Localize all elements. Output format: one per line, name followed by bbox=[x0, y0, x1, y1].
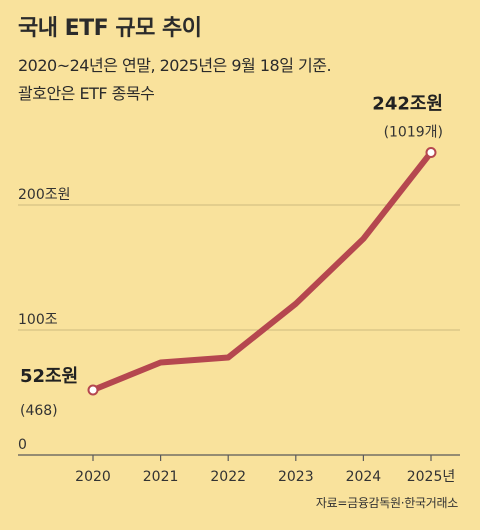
series-line bbox=[90, 149, 434, 393]
x-tick-label-5: 2025년 bbox=[407, 469, 456, 485]
chart-title: 국내 ETF 규모 추이 bbox=[18, 16, 202, 41]
x-tick-label-1: 2021 bbox=[143, 469, 179, 485]
x-tick-label-3: 2023 bbox=[278, 469, 314, 485]
y-tick-label-2: 200조원 bbox=[18, 187, 70, 203]
x-tick-label-0: 2020 bbox=[75, 469, 111, 485]
source-note: 자료=금융감독원·한국거래소 bbox=[315, 496, 458, 510]
data-point-0 bbox=[87, 384, 99, 396]
x-tick-label-2: 2022 bbox=[210, 469, 246, 485]
x-tick-label-4: 2024 bbox=[346, 469, 382, 485]
data-label-value-0: 52조원 bbox=[20, 366, 78, 387]
data-point-5 bbox=[425, 147, 437, 158]
y-tick-label-0: 0 bbox=[18, 437, 27, 453]
data-label-count-5: (1019개) bbox=[384, 125, 443, 141]
y-tick-label-1: 100조 bbox=[18, 312, 58, 328]
chart-subtitle-line1: 2020~24년은 연말, 2025년은 9월 18일 기준. bbox=[18, 56, 332, 75]
data-label-value-5: 242조원 bbox=[372, 94, 443, 115]
chart-subtitle-line2: 괄호안은 ETF 종목수 bbox=[18, 84, 155, 103]
data-label-count-0: (468) bbox=[20, 403, 58, 419]
